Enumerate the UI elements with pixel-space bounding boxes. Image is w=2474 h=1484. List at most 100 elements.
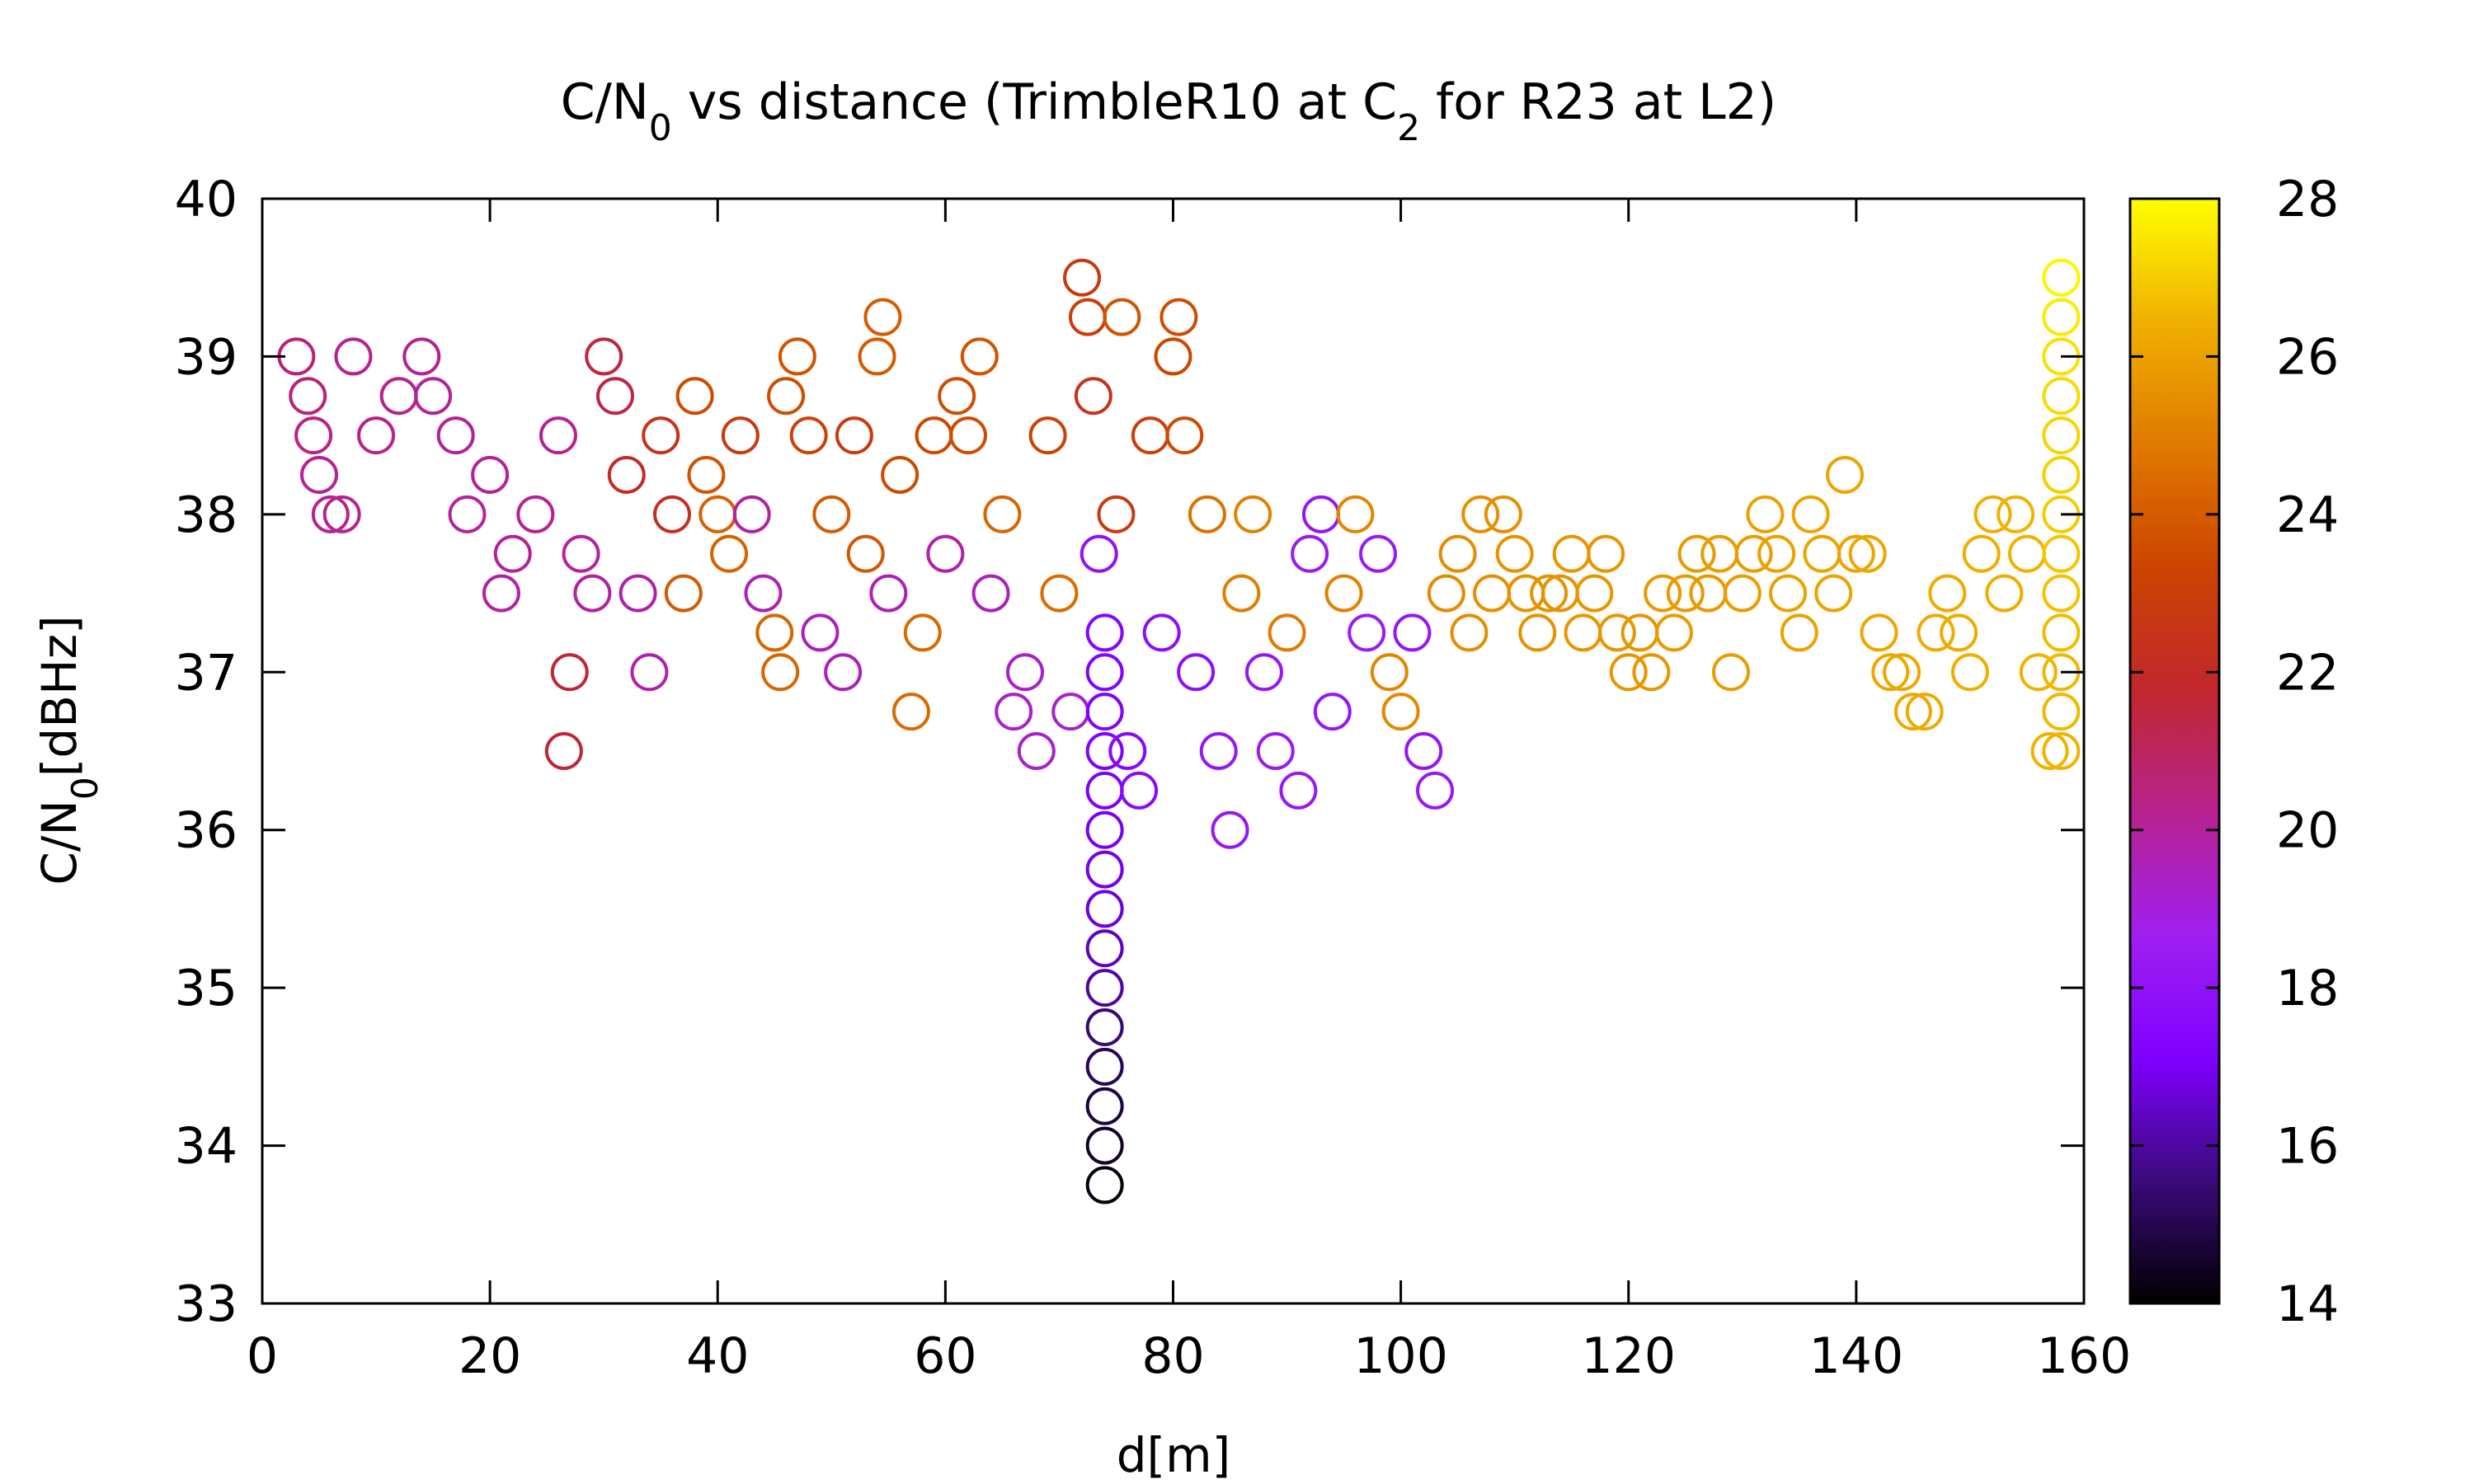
colorbar: 14 16 18 20 22 24 26 28 xyxy=(2128,171,2339,1333)
title-subscript-2: 2 xyxy=(1397,107,1420,149)
data-point-115 xyxy=(1416,771,1455,810)
data-point-154 xyxy=(1860,613,1898,652)
data-point-90 xyxy=(1142,613,1181,652)
data-point-89 xyxy=(1131,416,1169,455)
data-point-145 xyxy=(1757,534,1796,573)
colorbar-tick-label-2: 18 xyxy=(2276,960,2339,1017)
data-point-106 xyxy=(1313,693,1352,731)
data-point-19 xyxy=(550,653,589,692)
data-point-100 xyxy=(1244,653,1283,692)
data-point-20 xyxy=(562,534,600,573)
data-point-18 xyxy=(544,732,583,770)
data-point-43 xyxy=(812,495,851,533)
data-point-182 xyxy=(2042,732,2081,770)
data-point-13 xyxy=(471,456,510,494)
data-point-22 xyxy=(585,337,623,376)
colorbar-tick-label-7: 28 xyxy=(2276,171,2339,228)
data-point-14 xyxy=(482,574,520,613)
y-title-part-1: C/N xyxy=(31,800,87,885)
data-point-79 xyxy=(1085,969,1124,1007)
data-point-83 xyxy=(1085,1126,1124,1165)
data-point-146 xyxy=(1769,574,1808,613)
data-point-34 xyxy=(721,416,760,455)
data-point-36 xyxy=(744,574,783,613)
plot-frame xyxy=(261,197,2086,1305)
data-point-12 xyxy=(448,495,487,533)
data-point-122 xyxy=(1495,534,1534,573)
data-point-86 xyxy=(1103,298,1141,336)
data-point-124 xyxy=(1518,613,1557,652)
data-point-37 xyxy=(755,613,794,652)
data-point-111 xyxy=(1370,653,1409,692)
y-tick-label-3: 36 xyxy=(175,802,238,860)
data-point-173 xyxy=(2042,377,2081,416)
data-point-139 xyxy=(1689,574,1728,613)
data-point-128 xyxy=(1564,613,1602,652)
data-point-177 xyxy=(2042,534,2081,573)
points-layer xyxy=(277,258,2081,1205)
data-point-17 xyxy=(539,416,577,455)
data-point-60 xyxy=(995,693,1033,731)
data-point-148 xyxy=(1791,495,1830,533)
data-point-138 xyxy=(1677,534,1716,573)
data-point-171 xyxy=(2042,298,2081,336)
x-tick-label-7: 140 xyxy=(1809,1327,1904,1385)
y-tick-label-6: 39 xyxy=(175,328,238,386)
data-point-7 xyxy=(357,416,396,455)
data-point-94 xyxy=(1177,653,1216,692)
data-point-31 xyxy=(687,456,726,494)
data-point-97 xyxy=(1211,810,1249,849)
data-point-87 xyxy=(1108,732,1147,770)
data-point-4 xyxy=(311,495,350,533)
data-point-53 xyxy=(915,416,953,455)
colorbar-tick-label-6: 26 xyxy=(2276,328,2339,386)
data-point-178 xyxy=(2042,574,2081,613)
data-point-167 xyxy=(2007,534,2046,573)
data-point-44 xyxy=(824,653,863,692)
data-point-40 xyxy=(778,337,816,376)
data-point-135 xyxy=(1644,574,1682,613)
y-title-part-2: [dBHz] xyxy=(31,615,87,777)
data-point-16 xyxy=(516,495,555,533)
data-point-104 xyxy=(1291,534,1329,573)
data-point-77 xyxy=(1085,890,1124,928)
data-point-24 xyxy=(607,456,646,494)
data-point-99 xyxy=(1234,495,1272,533)
data-point-114 xyxy=(1404,732,1443,770)
data-point-152 xyxy=(1837,534,1875,573)
data-point-109 xyxy=(1348,613,1386,652)
colorbar-tick-label-4: 22 xyxy=(2276,644,2339,702)
data-point-84 xyxy=(1085,1166,1124,1205)
y-tick-label-2: 35 xyxy=(175,960,238,1017)
data-point-80 xyxy=(1085,1008,1124,1046)
data-point-68 xyxy=(1074,377,1112,416)
data-point-47 xyxy=(858,337,896,376)
colorbar-tick-label-3: 20 xyxy=(2276,802,2339,860)
data-point-174 xyxy=(2042,416,2081,455)
y-tick-label-5: 38 xyxy=(175,486,238,544)
data-point-62 xyxy=(1017,732,1056,770)
data-point-70 xyxy=(1085,613,1124,652)
data-point-29 xyxy=(664,574,703,613)
data-point-157 xyxy=(1893,693,1932,731)
data-point-1 xyxy=(289,377,327,416)
data-point-48 xyxy=(863,298,902,336)
data-point-42 xyxy=(801,613,840,652)
x-tick-label-6: 120 xyxy=(1581,1327,1676,1385)
data-point-67 xyxy=(1068,298,1107,336)
data-point-142 xyxy=(1723,574,1761,613)
y-title-subscript: 0 xyxy=(64,777,106,800)
data-point-132 xyxy=(1609,653,1648,692)
data-point-98 xyxy=(1222,574,1261,613)
data-point-102 xyxy=(1268,613,1306,652)
data-point-78 xyxy=(1085,929,1124,968)
data-point-66 xyxy=(1063,258,1102,297)
y-axis: 33 34 35 36 37 38 39 40 xyxy=(175,171,2084,1333)
data-point-140 xyxy=(1700,534,1739,573)
data-point-61 xyxy=(1006,653,1045,692)
data-point-25 xyxy=(618,574,657,613)
data-point-32 xyxy=(698,495,737,533)
data-point-23 xyxy=(595,377,634,416)
data-point-58 xyxy=(971,574,1010,613)
title-subscript-1: 0 xyxy=(649,107,672,149)
